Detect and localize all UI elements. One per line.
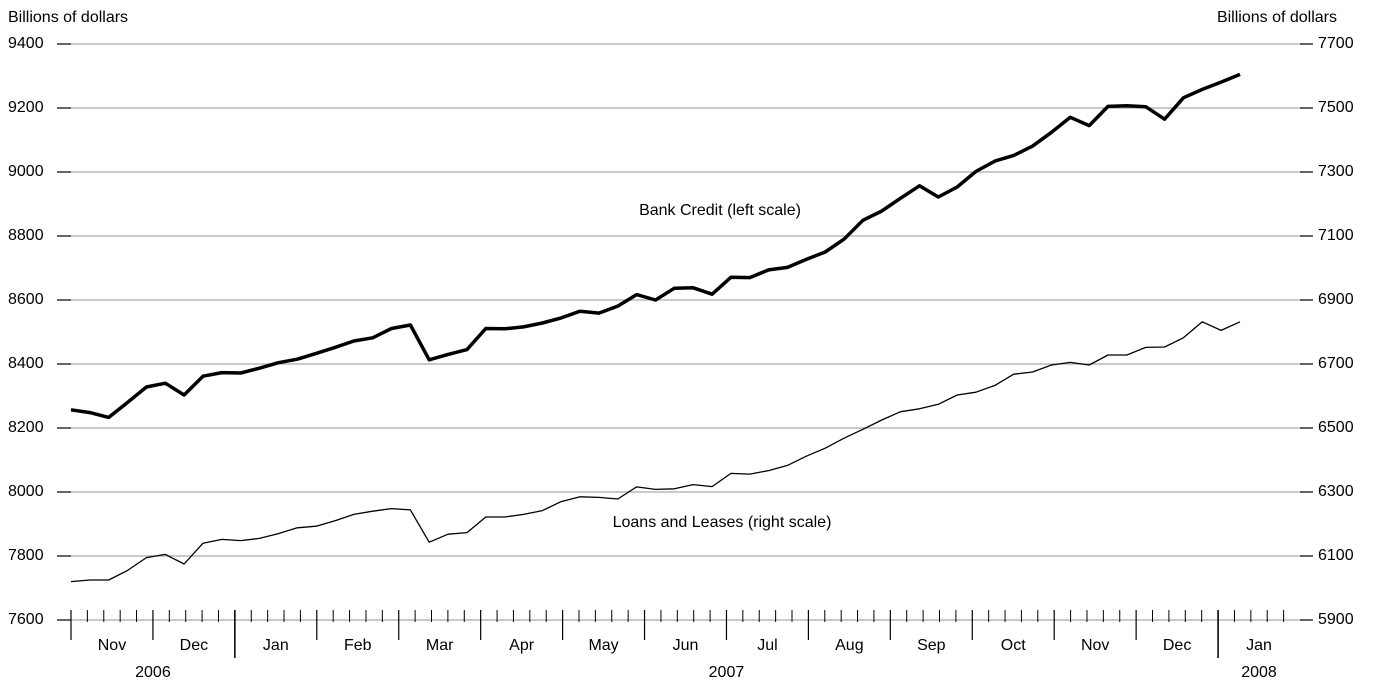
y-tick-label: 9400 bbox=[8, 35, 44, 52]
x-tick-label: Jun bbox=[673, 637, 699, 654]
x-tick-label: Jul bbox=[757, 637, 777, 654]
y-axis-label: Billions of dollars bbox=[8, 9, 128, 26]
y2-tick-label: 7100 bbox=[1318, 227, 1354, 244]
y-tick-label: 8800 bbox=[8, 227, 44, 244]
x-tick-label: Dec bbox=[1163, 637, 1191, 654]
series-annotation: Bank Credit (left scale) bbox=[639, 202, 801, 219]
year-label: 2007 bbox=[709, 664, 745, 681]
x-tick-label: Mar bbox=[426, 637, 454, 654]
y-tick-label: 7800 bbox=[8, 547, 44, 564]
y2-tick-label: 6500 bbox=[1318, 419, 1354, 436]
x-tick-label: Sep bbox=[917, 637, 946, 654]
y2-tick-label: 6900 bbox=[1318, 291, 1354, 308]
y-tick-label: 8600 bbox=[8, 291, 44, 308]
x-tick-label: Feb bbox=[344, 637, 372, 654]
y2-tick-label: 7700 bbox=[1318, 35, 1354, 52]
x-tick-label: Aug bbox=[835, 637, 863, 654]
y-tick-label: 8200 bbox=[8, 419, 44, 436]
y-tick-label: 8000 bbox=[8, 483, 44, 500]
y2-tick-label: 7300 bbox=[1318, 163, 1354, 180]
x-tick-label: Jan bbox=[263, 637, 289, 654]
y-tick-label: 9200 bbox=[8, 99, 44, 116]
y-tick-label: 8400 bbox=[8, 355, 44, 372]
x-tick-label: Nov bbox=[1081, 637, 1109, 654]
y2-axis-label: Billions of dollars bbox=[1217, 9, 1337, 26]
series-annotation: Loans and Leases (right scale) bbox=[613, 514, 832, 531]
year-label: 2006 bbox=[135, 664, 171, 681]
series-line bbox=[70, 72, 1241, 420]
y-tick-label: 7600 bbox=[8, 611, 44, 628]
y2-tick-label: 6700 bbox=[1318, 355, 1354, 372]
x-tick-label: Dec bbox=[180, 637, 208, 654]
series-line bbox=[70, 321, 1241, 583]
x-tick-label: Jan bbox=[1246, 637, 1272, 654]
year-label: 2008 bbox=[1241, 664, 1277, 681]
y-tick-label: 9000 bbox=[8, 163, 44, 180]
x-tick-label: Apr bbox=[509, 637, 535, 654]
y2-tick-label: 5900 bbox=[1318, 611, 1354, 628]
y2-tick-label: 7500 bbox=[1318, 99, 1354, 116]
y2-tick-label: 6100 bbox=[1318, 547, 1354, 564]
x-tick-label: Oct bbox=[1001, 637, 1026, 654]
x-tick-label: Nov bbox=[98, 637, 126, 654]
x-tick-label: May bbox=[588, 637, 618, 654]
y2-tick-label: 6300 bbox=[1318, 483, 1354, 500]
